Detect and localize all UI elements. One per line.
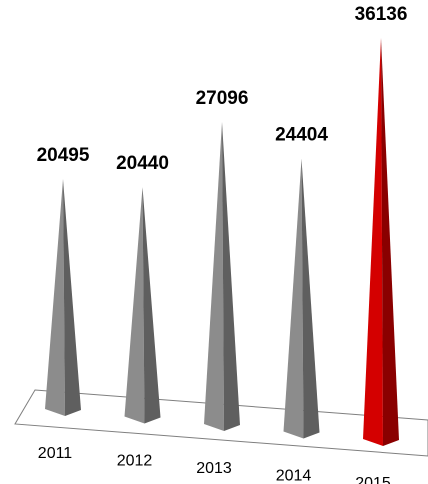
category-label-2012: 2012 bbox=[117, 453, 153, 470]
bar-2011 bbox=[45, 178, 81, 416]
bar-face-2012 bbox=[124, 187, 145, 424]
category-label-2013: 2013 bbox=[196, 460, 232, 477]
bar-face-2015 bbox=[363, 38, 383, 446]
bars-group bbox=[45, 38, 399, 446]
bar-2014 bbox=[283, 158, 320, 439]
bar-side-2015 bbox=[381, 38, 399, 446]
bar-face-2014 bbox=[283, 158, 304, 439]
value-labels-group: 20495 20440 27096 24404 36136 bbox=[37, 4, 408, 174]
bar-2015 bbox=[363, 38, 399, 446]
bar-face-2013 bbox=[204, 121, 224, 431]
value-label-2012: 20440 bbox=[116, 153, 169, 174]
value-label-2013: 27096 bbox=[196, 88, 249, 109]
bar-2013 bbox=[204, 121, 240, 431]
bar-side-2013 bbox=[222, 121, 240, 431]
bar-2012 bbox=[124, 187, 161, 424]
category-label-2011: 2011 bbox=[38, 445, 73, 462]
bar-side-2012 bbox=[142, 187, 161, 424]
bar-face-2011 bbox=[45, 178, 65, 416]
bar-side-2014 bbox=[301, 158, 320, 439]
bar-side-2011 bbox=[63, 178, 81, 416]
value-label-2014: 24404 bbox=[275, 125, 328, 146]
value-label-2015: 36136 bbox=[355, 4, 408, 25]
category-label-2015: 2015 bbox=[355, 475, 391, 484]
category-labels-group: 2011 2012 2013 2014 2015 bbox=[38, 445, 391, 484]
value-label-2011: 20495 bbox=[37, 145, 90, 166]
category-label-2014: 2014 bbox=[276, 468, 312, 484]
